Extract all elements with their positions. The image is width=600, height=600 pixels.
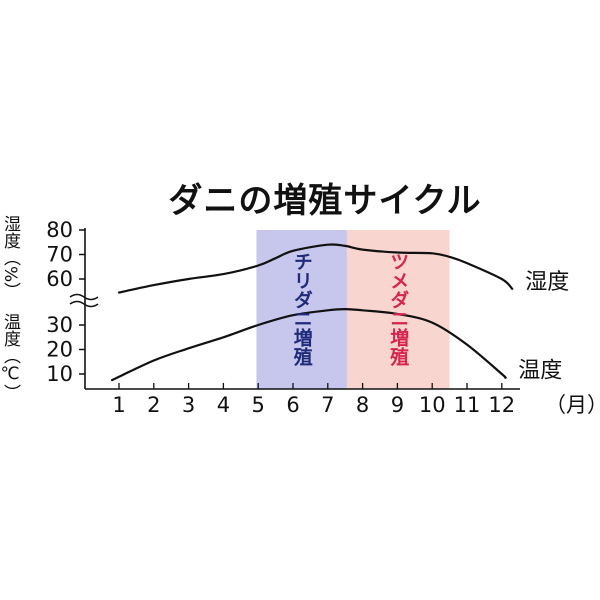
temperature-tick-label: 30 [46,313,73,337]
series-label-1: 湿度 [525,270,569,295]
x-tick-label: 9 [391,393,404,417]
series-line-1 [117,243,514,294]
x-tick-label: 5 [252,393,265,417]
humidity-tick-label: 70 [46,243,73,267]
x-unit-label: （月） [545,393,600,417]
x-tick-label: 3 [182,393,195,417]
x-ticks: 1 2 3 4 5 6 7 8 9 10 11 12 [112,383,515,417]
x-tick-label: 11 [454,393,481,417]
band-label-1: チリダニ増殖 [291,252,313,367]
humidity-axis-label: 湿度（%） [0,215,21,299]
band-labels: チリダニ増殖 ツメダニ増殖 [291,252,410,367]
humidity-tick-label: 80 [46,218,73,242]
x-tick-label: 10 [419,393,446,417]
x-tick-label: 6 [286,393,299,417]
x-tick-label: 7 [321,393,334,417]
series-line-2 [110,307,507,382]
temperature-tick-label: 10 [46,362,73,386]
x-tick-label: 12 [488,393,515,417]
axis-break-mark [69,293,99,308]
temperature-axis-label: 温度（℃） [0,313,21,401]
humidity-tick-label: 60 [46,267,73,291]
chart-title: ダニの増殖サイクル [168,181,481,221]
series-lines [110,243,514,382]
x-tick-label: 2 [147,393,160,417]
x-tick-label: 4 [217,393,230,417]
series-label-2: 温度 [518,359,562,384]
temperature-tick-label: 20 [46,338,73,362]
x-tick-label: 8 [356,393,369,417]
x-tick-label: 1 [112,393,125,417]
band-label-2: ツメダニ増殖 [387,252,409,367]
